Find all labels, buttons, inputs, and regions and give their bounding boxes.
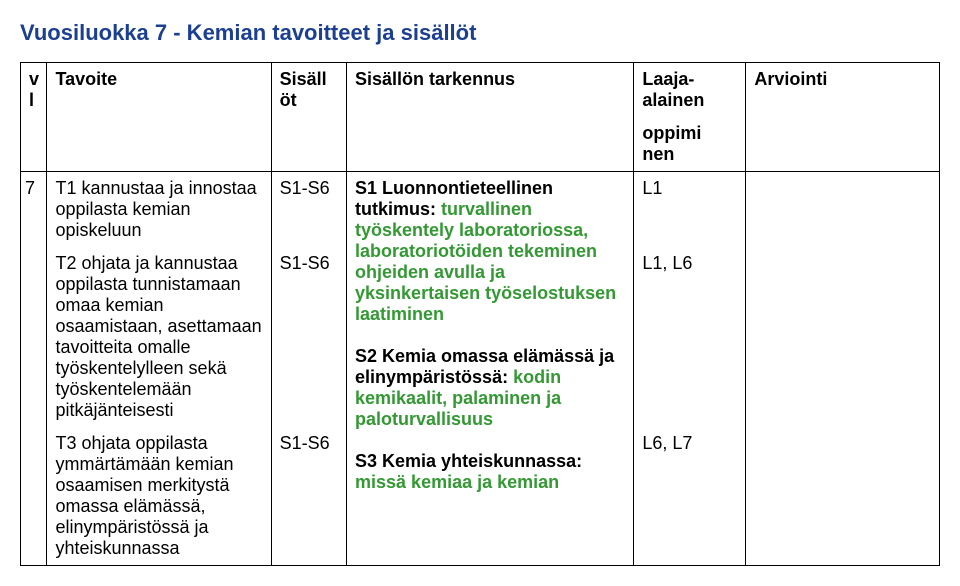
- s3-lead: S3 Kemia yhteiskunnassa:: [355, 451, 582, 471]
- row-number: 7: [21, 172, 47, 566]
- cell-tarkennus: S1 Luonnontieteellinen tutkimus: turvall…: [347, 172, 634, 566]
- header-vl: v l: [21, 63, 47, 118]
- cell-t1-tavoite: T1 kannustaa ja innostaa oppilasta kemia…: [47, 172, 271, 248]
- cell-t3-tavoite: T3 ohjata oppilasta ymmärtämään kemian o…: [47, 427, 271, 566]
- cell-t1-sisallot: S1-S6: [271, 172, 346, 248]
- subheader-arviointi: [746, 117, 940, 172]
- header-row: v l Tavoite Sisäll öt Sisällön tarkennus…: [21, 63, 940, 118]
- subheader-tarkennus: [347, 117, 634, 172]
- subheader-laaja: oppimi nen: [634, 117, 746, 172]
- cell-t2-tavoite: T2 ohjata ja kannustaa oppilasta tunnist…: [47, 247, 271, 427]
- s3-green: missä kemiaa ja kemian: [355, 472, 559, 492]
- header-tavoite: Tavoite: [47, 63, 271, 118]
- cell-t1-laaja: L1: [634, 172, 746, 248]
- header-laaja: Laaja- alainen: [634, 63, 746, 118]
- cell-t3-sisallot: S1-S6: [271, 427, 346, 566]
- subheader-vl: [21, 117, 47, 172]
- cell-t3-laaja: L6, L7: [634, 427, 746, 566]
- subheader-tavoite: [47, 117, 271, 172]
- header-arviointi: Arviointi: [746, 63, 940, 118]
- subheader-row: oppimi nen: [21, 117, 940, 172]
- cell-arviointi: [746, 172, 940, 566]
- cell-t2-laaja: L1, L6: [634, 247, 746, 427]
- page-title: Vuosiluokka 7 - Kemian tavoitteet ja sis…: [20, 20, 940, 46]
- subheader-sisallot: [271, 117, 346, 172]
- data-row-t1: 7 T1 kannustaa ja innostaa oppilasta kem…: [21, 172, 940, 248]
- s2-lead: S2 Kemia omassa elämässä ja elinympärist…: [355, 346, 614, 387]
- header-tarkennus: Sisällön tarkennus: [347, 63, 634, 118]
- content-table: v l Tavoite Sisäll öt Sisällön tarkennus…: [20, 62, 940, 566]
- header-sisallot: Sisäll öt: [271, 63, 346, 118]
- cell-t2-sisallot: S1-S6: [271, 247, 346, 427]
